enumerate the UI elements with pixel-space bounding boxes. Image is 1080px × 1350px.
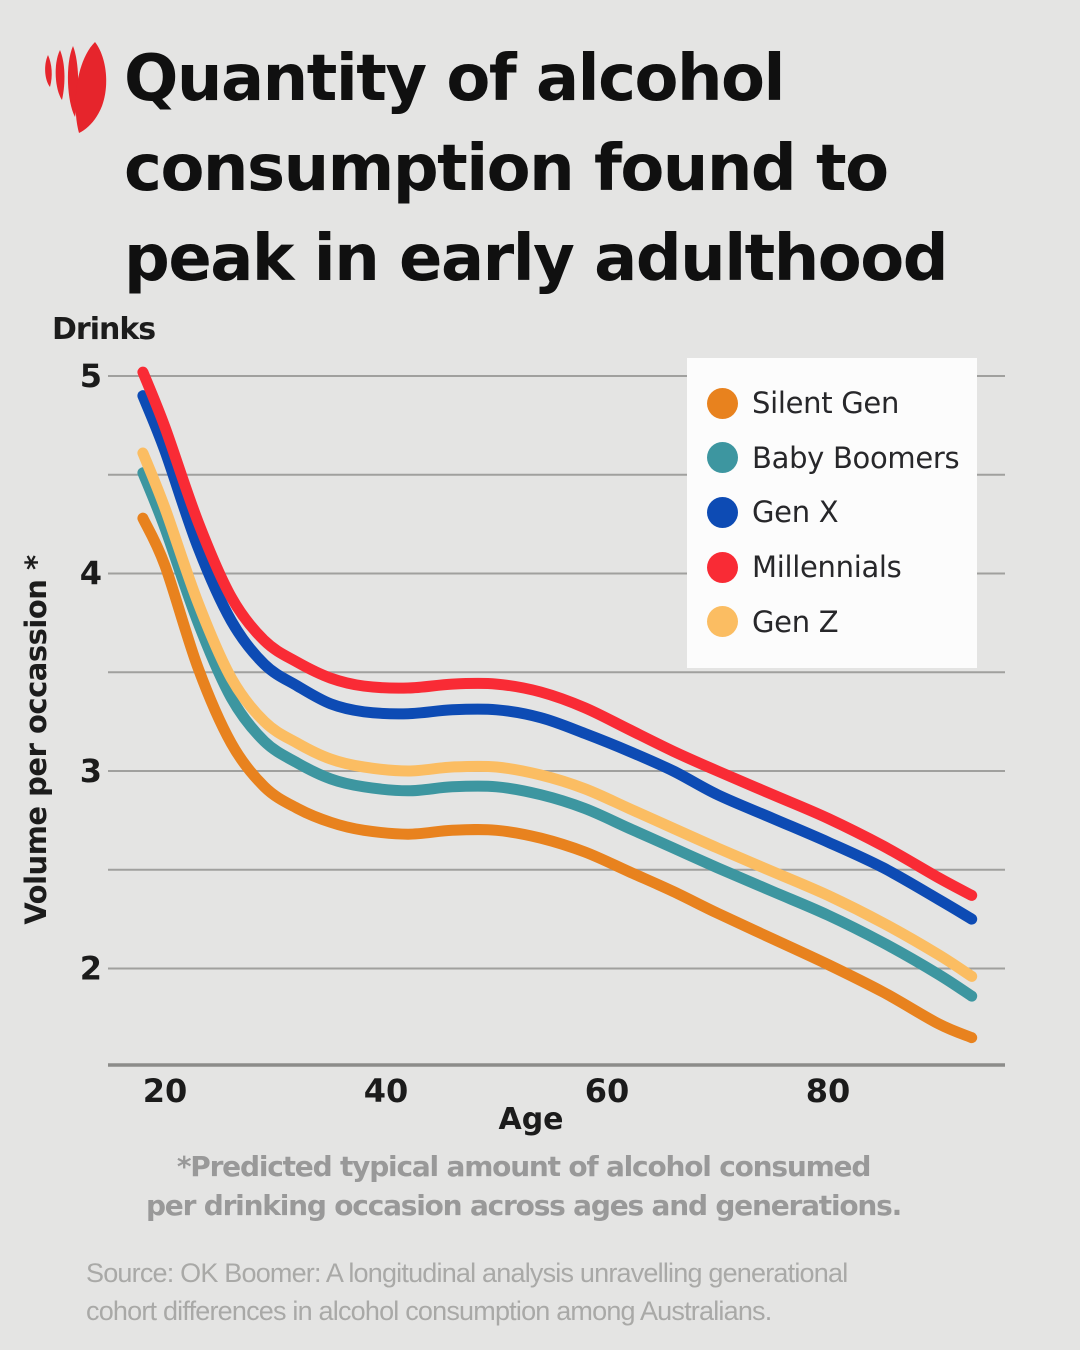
chart-footnote: *Predicted typical amount of alcohol con…	[0, 1147, 1047, 1225]
legend-label: Baby Boomers	[752, 440, 960, 475]
legend-swatch-icon	[707, 551, 738, 583]
y-tick-label: 4	[80, 555, 102, 593]
title-line-2: consumption found to	[124, 132, 889, 206]
legend-item-baby-boomers: Baby Boomers	[687, 431, 977, 486]
legend-label: Gen X	[752, 495, 839, 530]
x-tick-label: 20	[143, 1072, 188, 1110]
source-line-1: Source: OK Boomer: A longitudinal analys…	[86, 1258, 848, 1288]
legend-label: Silent Gen	[752, 386, 900, 421]
y-tick-label: 5	[80, 357, 102, 395]
series-line-gen-x	[137, 390, 978, 925]
legend-swatch-icon	[707, 606, 738, 638]
source-line-2: cohort differences in alcohol consumptio…	[86, 1296, 772, 1326]
legend-swatch-icon	[707, 387, 738, 419]
y-axis-unit-header: Drinks	[52, 312, 156, 347]
series-line-baby-boomers	[137, 467, 978, 1002]
series-line-gen-z	[137, 447, 978, 982]
series-line-millennials	[137, 366, 978, 901]
legend-item-gen-x: Gen X	[687, 485, 977, 540]
legend-label: Gen Z	[752, 604, 839, 639]
sbs-logo-icon	[45, 42, 107, 133]
legend-item-millennials: Millennials	[687, 540, 977, 595]
x-tick-label: 60	[585, 1072, 630, 1110]
x-axis-title: Age	[498, 1102, 564, 1137]
y-tick-label: 2	[80, 950, 102, 988]
legend-label: Millennials	[752, 550, 902, 585]
x-tick-label: 40	[364, 1072, 409, 1110]
x-tick-label: 80	[806, 1072, 851, 1110]
title-line-1: Quantity of alcohol	[124, 42, 785, 116]
series-line-silent-gen	[137, 512, 978, 1044]
legend-item-silent-gen: Silent Gen	[687, 376, 977, 431]
source-attribution: Source: OK Boomer: A longitudinal analys…	[86, 1254, 986, 1330]
footnote-line-2: per drinking occasion across ages and ge…	[145, 1189, 902, 1222]
legend-swatch-icon	[707, 442, 738, 474]
legend-swatch-icon	[707, 496, 738, 528]
title-line-3: peak in early adulthood	[124, 222, 949, 296]
footnote-line-1: *Predicted typical amount of alcohol con…	[176, 1150, 872, 1183]
page-title: Quantity of alcohol consumption found to…	[124, 34, 949, 304]
y-tick-label: 3	[80, 752, 102, 790]
legend-item-gen-z: Gen Z	[687, 594, 977, 649]
chart-legend: Silent Gen Baby Boomers Gen X Millennial…	[687, 358, 977, 668]
